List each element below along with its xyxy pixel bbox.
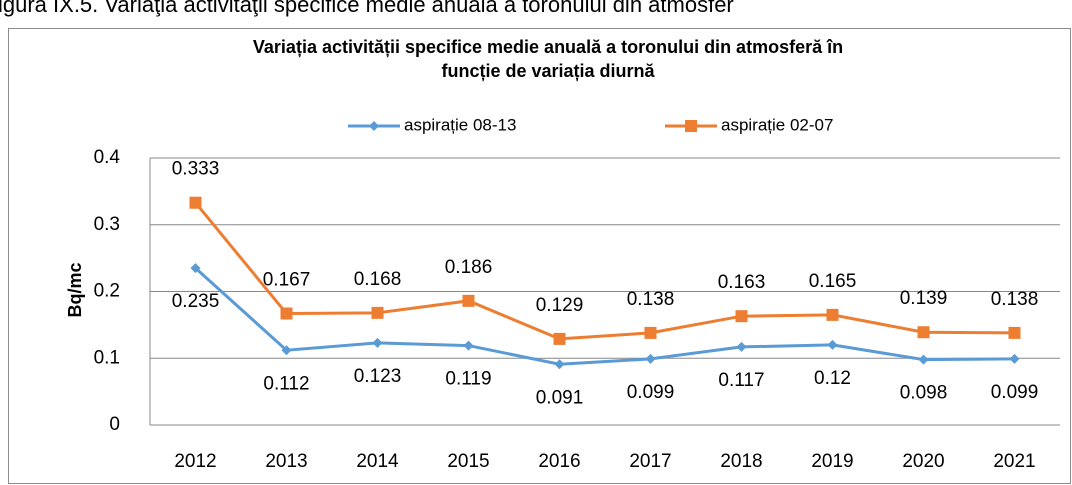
data-label: 0.168: [354, 269, 402, 290]
marker: [736, 341, 747, 352]
marker: [826, 308, 839, 321]
y-tick-label: 0.3: [94, 214, 120, 235]
marker: [371, 306, 384, 319]
data-label: 0.235: [172, 291, 220, 312]
legend-label: aspirație 02-07: [721, 115, 833, 134]
marker: [372, 337, 383, 348]
data-label: 0.163: [718, 272, 766, 293]
data-label: 0.117: [718, 370, 764, 391]
series-line: [194, 201, 1015, 341]
y-tick-label: 0.2: [94, 281, 120, 302]
marker: [553, 332, 566, 345]
marker: [462, 294, 475, 307]
marker: [735, 310, 748, 323]
data-label: 0.099: [991, 382, 1039, 403]
x-tick-label: 2016: [538, 451, 580, 472]
y-tick-label: 0: [109, 414, 120, 435]
marker: [463, 340, 474, 351]
data-label: 0.12: [814, 368, 851, 389]
marker: [917, 326, 930, 339]
data-label: 0.098: [900, 383, 948, 404]
y-tick-label: 0.4: [94, 147, 121, 168]
chart-title: Variația activității specifice medie anu…: [253, 37, 843, 57]
figure-caption: igura IX.5. Variaţia activităţii specifi…: [0, 0, 734, 17]
data-label: 0.091: [536, 387, 584, 408]
marker: [190, 263, 201, 274]
y-axis-label: Bq/mc: [65, 262, 85, 317]
series-line: [194, 267, 1015, 366]
marker: [1009, 353, 1020, 364]
marker: [1008, 326, 1021, 339]
x-tick-label: 2021: [993, 451, 1035, 472]
marker: [827, 339, 838, 350]
marker: [644, 326, 657, 339]
data-label: 0.138: [627, 289, 675, 310]
x-tick-label: 2012: [174, 451, 216, 472]
chart-frame: [8, 28, 1071, 484]
marker: [189, 196, 202, 209]
data-label: 0.123: [354, 366, 402, 387]
data-label: 0.165: [809, 271, 857, 292]
chart-title: funcție de variația diurnă: [441, 61, 655, 81]
legend-label: aspirație 08-13: [404, 115, 516, 134]
marker: [685, 120, 697, 132]
x-tick-label: 2014: [356, 451, 399, 472]
marker: [645, 353, 656, 364]
data-label: 0.119: [445, 369, 491, 390]
data-label: 0.129: [536, 295, 584, 316]
x-tick-label: 2019: [811, 451, 853, 472]
marker: [554, 359, 565, 370]
x-tick-label: 2018: [720, 451, 762, 472]
marker: [369, 121, 379, 131]
marker: [280, 307, 293, 320]
y-tick-label: 0.1: [94, 347, 120, 368]
data-label: 0.139: [900, 288, 948, 309]
marker: [918, 354, 929, 365]
x-tick-label: 2013: [265, 451, 307, 472]
data-label: 0.186: [445, 257, 493, 278]
data-label: 0.138: [991, 289, 1039, 310]
x-tick-label: 2020: [902, 451, 944, 472]
x-tick-label: 2017: [629, 451, 671, 472]
data-label: 0.099: [627, 382, 675, 403]
marker: [281, 345, 292, 356]
data-label: 0.333: [172, 159, 220, 180]
data-label: 0.167: [263, 270, 311, 291]
data-label: 0.112: [263, 373, 309, 394]
x-tick-label: 2015: [447, 451, 489, 472]
